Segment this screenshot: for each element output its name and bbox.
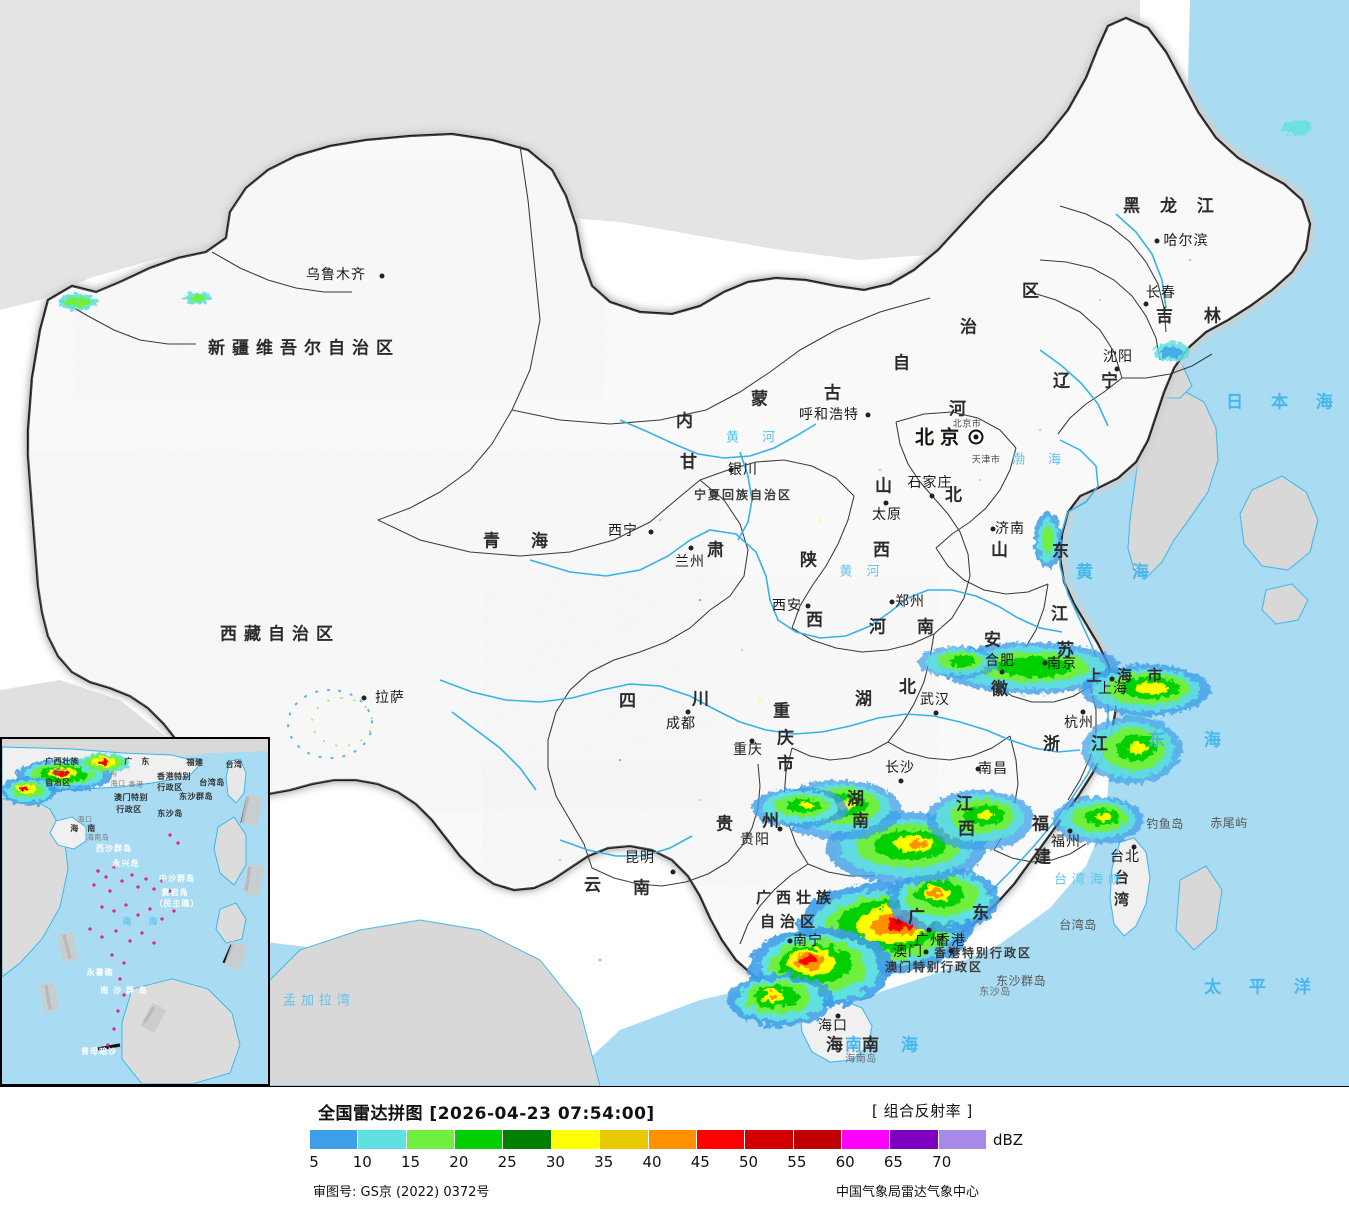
inset-taiwan xyxy=(225,758,247,804)
city-marker-dot xyxy=(1067,828,1073,834)
city-marker-dot xyxy=(990,526,996,532)
city-marker-dot xyxy=(685,709,691,715)
echo-xinjiang xyxy=(58,292,212,310)
nine-dash-shadow xyxy=(39,793,265,1034)
city-marker-dot xyxy=(975,766,981,772)
city-marker-dot xyxy=(1143,301,1149,307)
colorbar-tick-5: 5 xyxy=(309,1153,319,1171)
echo-south-china xyxy=(726,868,1000,1026)
colorbar-swatch-30 xyxy=(551,1130,601,1149)
city-marker-dot xyxy=(361,695,367,701)
city-marker-dot xyxy=(898,778,904,784)
colorbar-swatch-20 xyxy=(455,1130,504,1149)
echo-central-south xyxy=(778,780,1034,884)
city-marker-dot xyxy=(805,603,811,609)
colorbar-tick-25: 25 xyxy=(497,1153,517,1171)
city-marker-dot xyxy=(948,948,954,954)
city-marker-dot xyxy=(999,669,1005,675)
colorbar-tick-45: 45 xyxy=(690,1153,710,1171)
city-marker-dot xyxy=(865,412,871,418)
echo-fujian-coast xyxy=(1052,796,1144,844)
inset-hainan xyxy=(49,816,87,850)
echo-tibet xyxy=(287,689,374,759)
colorbar-swatch-65 xyxy=(890,1130,939,1149)
city-marker-dot xyxy=(835,1013,841,1019)
city-marker-dot xyxy=(1114,366,1120,372)
echo-northeast xyxy=(1154,121,1313,362)
colorbar-swatch-60 xyxy=(841,1130,891,1149)
colorbar-swatch-15 xyxy=(406,1130,456,1149)
echo-speckle xyxy=(558,258,1192,962)
map-geometry xyxy=(0,0,1349,1086)
city-marker-dot xyxy=(728,467,734,473)
colorbar-tick-70: 70 xyxy=(932,1153,952,1171)
colorbar-tick-60: 60 xyxy=(835,1153,855,1171)
colorbar-tick-35: 35 xyxy=(594,1153,614,1171)
echo-shandong xyxy=(1034,512,1062,568)
colorbar-swatch-45 xyxy=(696,1130,746,1149)
city-marker-dot xyxy=(883,500,889,506)
colorbar-tick-10: 10 xyxy=(352,1153,372,1171)
colorbar-swatch-35 xyxy=(600,1130,649,1149)
colorbar-swatch-50 xyxy=(745,1130,794,1149)
city-marker-dot xyxy=(648,529,654,535)
city-marker-dot xyxy=(926,927,932,933)
colorbar-tick-50: 50 xyxy=(739,1153,759,1171)
city-marker-dot xyxy=(1154,238,1160,244)
city-marker-dot xyxy=(1131,844,1137,850)
colorbar-tick-labels: 5 10 15 20 25 30 35 40 45 50 55 60 65 70 xyxy=(309,1153,986,1171)
legend-panel: 全国雷达拼图 [2026-04-23 07:54:00] [ 组合反射率 ] d… xyxy=(0,1086,1349,1208)
city-marker-dot xyxy=(688,545,694,551)
legend-product-type: [ 组合反射率 ] xyxy=(872,1102,973,1120)
colorbar-swatch-25 xyxy=(503,1130,552,1149)
city-marker-dot xyxy=(670,869,676,875)
echo-yangtze-delta xyxy=(918,642,1210,784)
city-marker-dot xyxy=(923,949,929,955)
city-marker-dot xyxy=(1042,660,1048,666)
colorbar-tick-65: 65 xyxy=(883,1153,903,1171)
inset-geometry xyxy=(2,739,268,1084)
korea-peninsula xyxy=(1127,389,1219,577)
inset-palawan xyxy=(215,902,247,944)
issuing-organization: 中国气象局雷达气象中心 xyxy=(836,1185,980,1200)
colorbar-tick-20: 20 xyxy=(449,1153,469,1171)
colorbar-tick-55: 55 xyxy=(787,1153,807,1171)
city-marker-dot xyxy=(777,826,783,832)
city-marker-dot xyxy=(933,710,939,716)
inset-radar-echo xyxy=(2,753,130,805)
city-marker-dot xyxy=(1109,676,1115,682)
indochina-land xyxy=(229,919,601,1086)
city-marker-dot xyxy=(889,599,895,605)
reef-markers xyxy=(88,833,180,1047)
radar-echo-layer xyxy=(58,121,1313,1026)
rivers xyxy=(439,213,1167,857)
echo-guizhou xyxy=(752,788,848,828)
south-china-sea-inset[interactable]: 广西壮族 自治区广 东福建 台湾 南宁 广州 香港特别 行政区 台湾岛 海口 香港 澳门特别 行政区东… xyxy=(0,737,270,1086)
city-marker-dot xyxy=(749,738,755,744)
colorbar-tick-30: 30 xyxy=(545,1153,565,1171)
japan-kyushu xyxy=(1239,475,1319,571)
city-marker-dot xyxy=(787,938,793,944)
colorbar-tick-40: 40 xyxy=(642,1153,662,1171)
city-marker-dot xyxy=(379,273,385,279)
map-approval-number: 审图号: GS京 (2022) 0372号 xyxy=(313,1185,490,1200)
north-neighbors xyxy=(0,0,1140,310)
city-marker-dot xyxy=(929,493,935,499)
japan-shikoku xyxy=(1261,583,1309,625)
city-marker-dot xyxy=(1080,709,1086,715)
colorbar-swatch-40 xyxy=(648,1130,697,1149)
colorbar-swatch-55 xyxy=(793,1130,842,1149)
capital-marker-icon xyxy=(968,429,984,445)
colorbar-tick-15: 15 xyxy=(401,1153,421,1171)
inset-philippines xyxy=(213,816,247,886)
legend-title: 全国雷达拼图 [2026-04-23 07:54:00] xyxy=(318,1104,655,1124)
reflectivity-colorbar[interactable] xyxy=(310,1130,987,1149)
colorbar-swatch-70 xyxy=(938,1130,987,1149)
colorbar-unit-label: dBZ xyxy=(993,1131,1024,1149)
colorbar-swatch-10 xyxy=(358,1130,407,1149)
colorbar-swatch-5 xyxy=(310,1130,359,1149)
philippines-land xyxy=(1175,865,1223,951)
